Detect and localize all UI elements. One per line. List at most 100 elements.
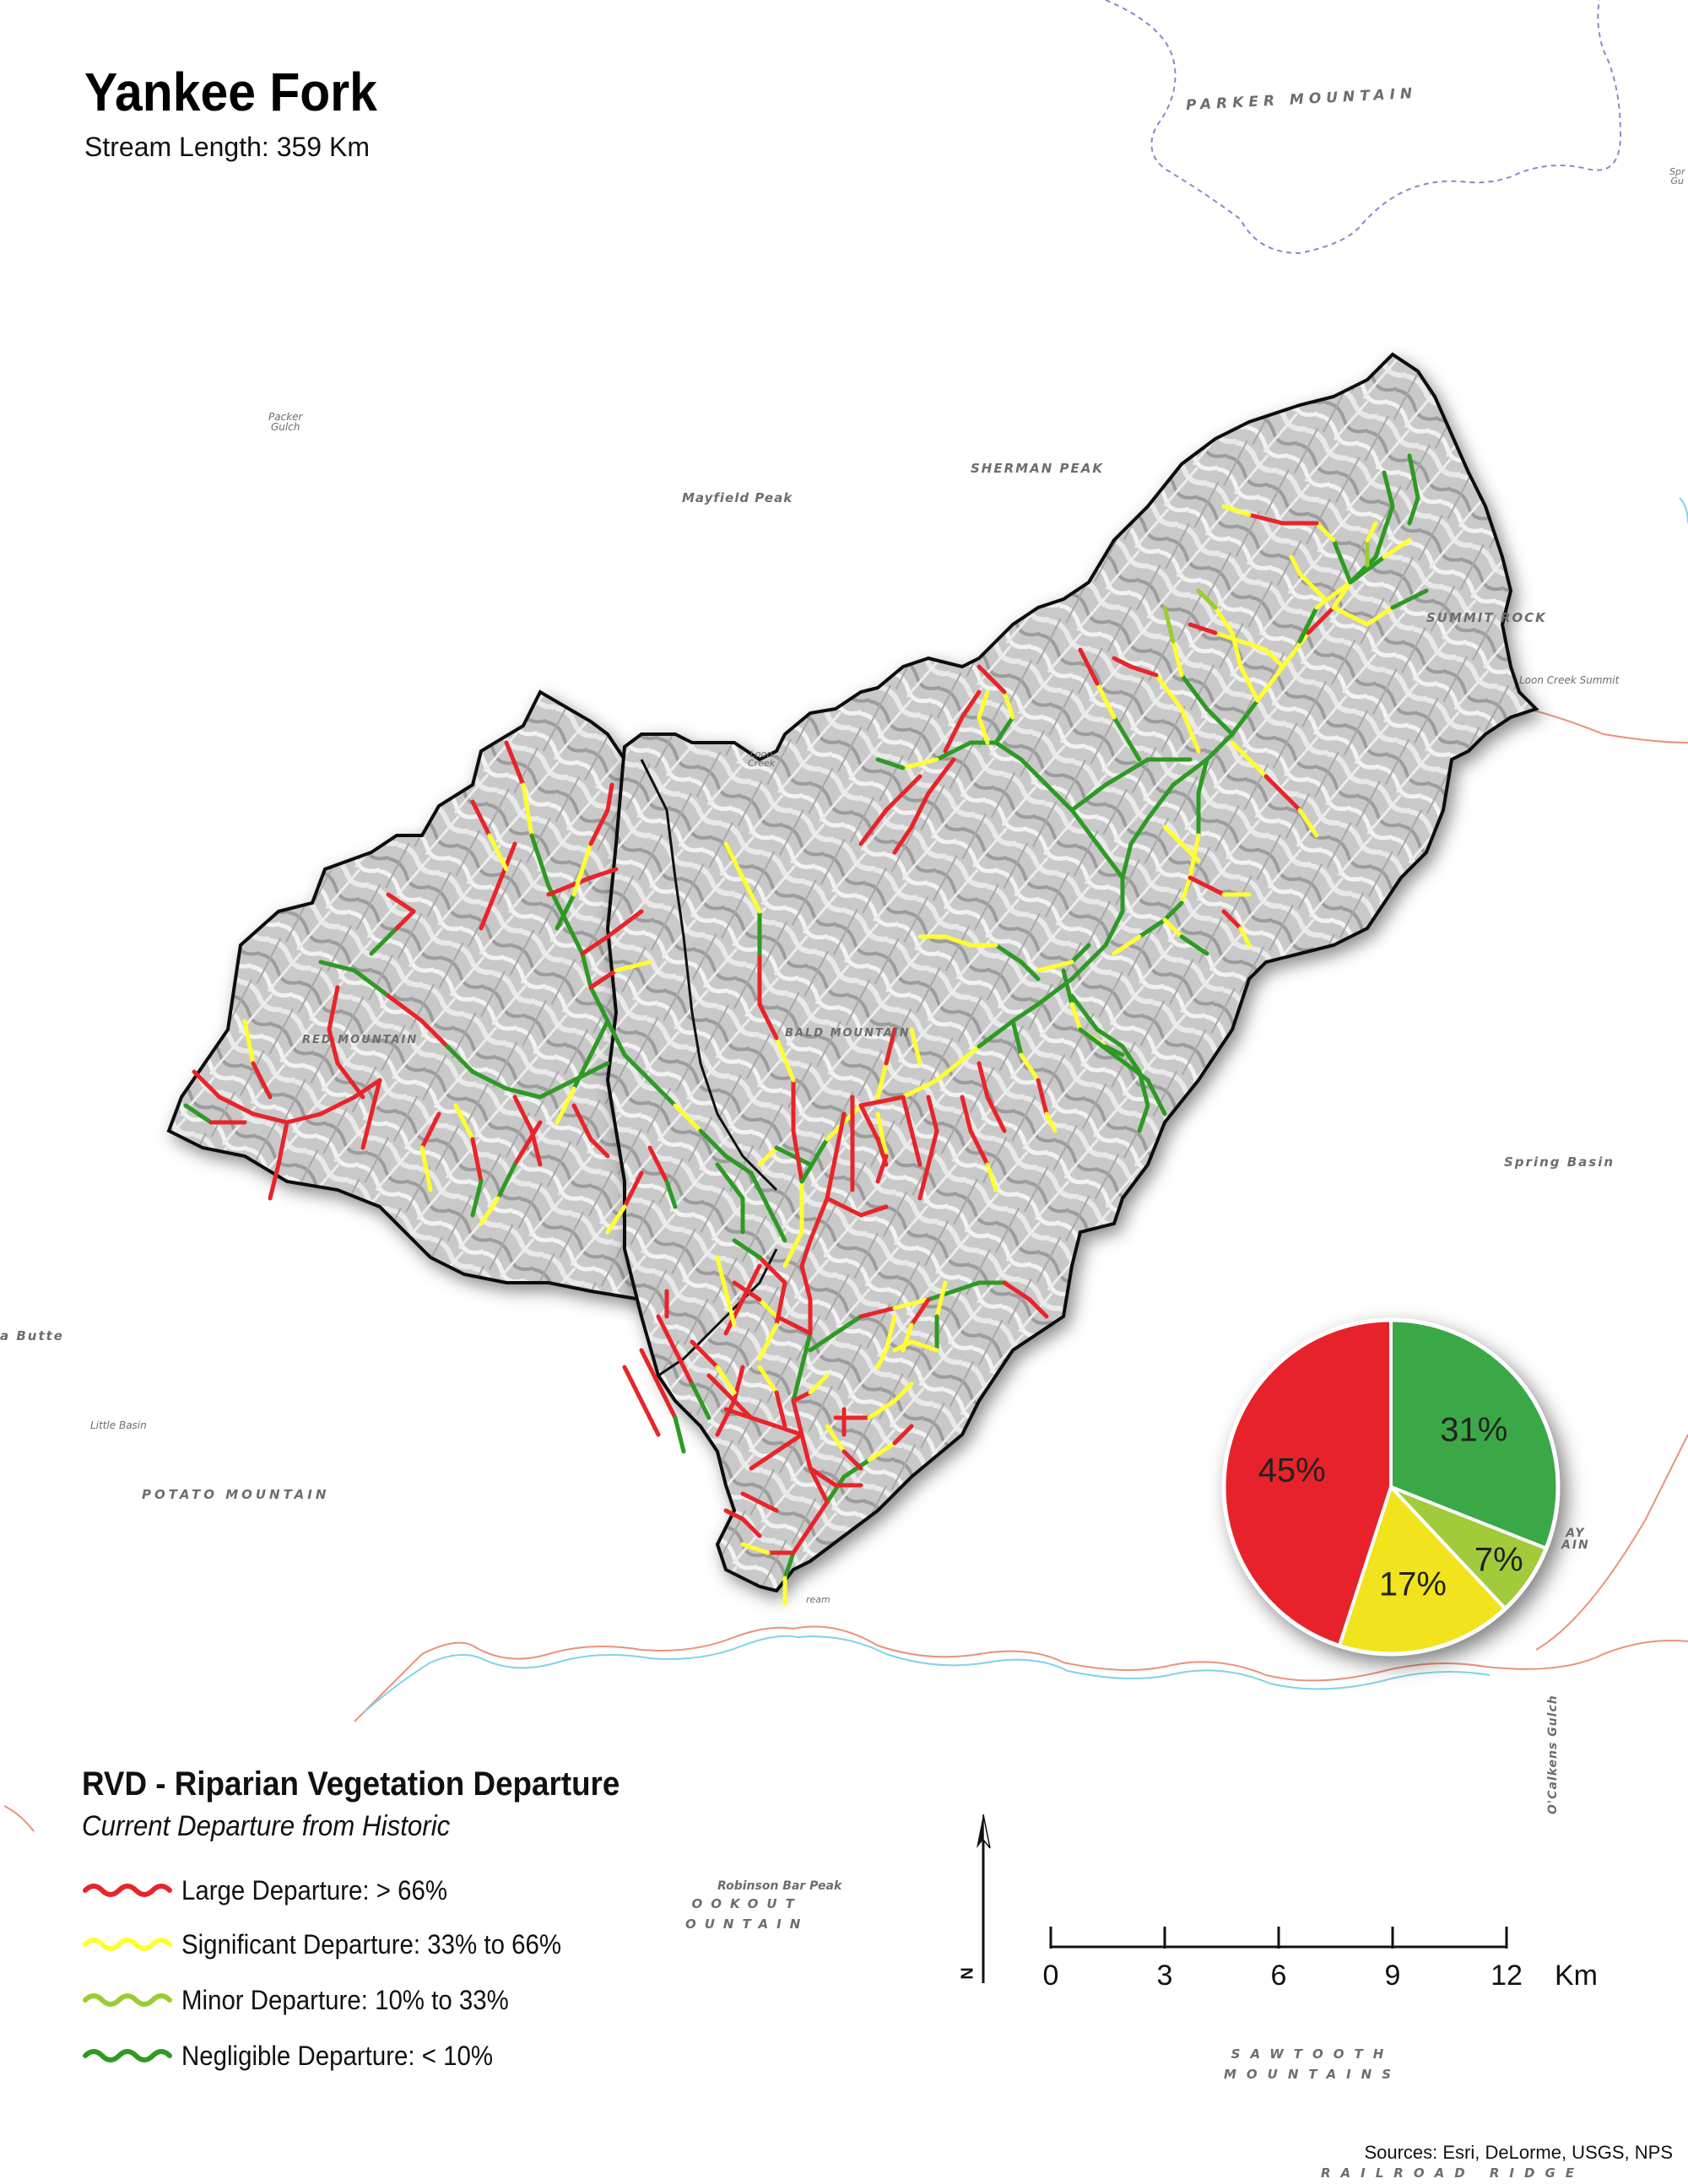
stream-segment [757,1255,787,1285]
stream-segment [1179,841,1201,863]
stream-segment [1196,588,1218,610]
stream-segment [740,1263,762,1302]
stream-segment [901,1095,914,1133]
stream-segment [470,1137,484,1184]
stream-segment [1196,757,1209,796]
stream-segment [1069,993,1100,1032]
stream-segment [529,833,551,889]
stream-segment [867,1441,897,1462]
label-summit-rock: SUMMIT ROCK [1426,610,1547,625]
stream-segment [673,1348,695,1387]
stream-segment [563,917,585,956]
stream-segment [808,1331,838,1353]
stream-segment [909,791,931,830]
stream-segment [1069,1002,1083,1032]
stream-segment [690,1381,711,1420]
stream-segment [1137,917,1167,939]
stream-segment [960,689,982,720]
stream-segment [1373,529,1387,560]
stream-segment [858,1306,897,1319]
stream-segment [504,740,526,787]
label-mayfield-peak: Mayfield Peak [682,490,793,505]
stream-segment [774,1280,787,1327]
stream-segment [833,1111,847,1159]
scale-bar [1049,1927,1508,1949]
stream-segment [1280,630,1311,669]
stream-segment [580,951,593,990]
stream-segment [1221,909,1243,931]
stream-segment [926,1128,939,1167]
stream-segment [774,1432,804,1454]
legend-subtitle: Current Departure from Historic [82,1810,451,1842]
stream-segment [1002,1280,1032,1302]
legend-item-negligible: Negligible Departure: < 10% [82,2039,520,2073]
stream-segment [1297,605,1319,644]
stream-segment [419,1111,441,1150]
stream-segment [1162,900,1184,922]
stream-segment [571,1052,593,1091]
north-arrow-icon [977,1814,991,1983]
stream-segment [892,1424,914,1446]
stream-segment [183,1103,214,1125]
stream-segment [605,782,614,813]
stream-segment [1019,960,1041,981]
stream-segment [369,926,399,956]
stream-segment [757,1297,779,1319]
stream-segment [479,884,500,931]
stream-segment [917,1162,931,1201]
label-butte: a Butte [0,1328,64,1343]
stream-segment [740,1516,762,1538]
stream-segment [1095,1027,1125,1049]
stream-segment [715,1255,728,1294]
stream-segment [1162,605,1176,644]
stream-segment [1137,1069,1150,1108]
stream-segment [875,1348,889,1370]
stream-segment [327,1027,340,1066]
legend-swatch-significant [83,1938,172,1951]
label-loon-creek: Loon Creek [748,749,776,769]
label-ay-edge: AY AIN [1561,1527,1590,1552]
stream-segment [656,1381,678,1420]
stream-segment [1179,706,1201,754]
stream-segment [360,1111,374,1150]
stream-segment [1019,1052,1041,1083]
stream-segment [1331,538,1353,585]
stream-segment [1297,571,1328,602]
stream-segment [647,1078,678,1108]
label-railroad-ridge: RAILROAD RIDGE [1321,2165,1585,2181]
stream-segment [479,1196,500,1226]
stream-segment [774,1390,787,1429]
admin-boundaries [1105,0,1622,255]
scale-tick-6: 6 [1270,1960,1287,1992]
stream-segment [858,1204,889,1218]
stream-segment [1407,453,1420,500]
stream-segment [386,993,425,1024]
stream-segment [909,1339,939,1353]
stream-segment [1230,740,1269,779]
stream-segment [808,1373,830,1395]
stream-segment [664,1179,678,1209]
stream-segment [605,1204,627,1235]
stream-segment [858,1095,906,1108]
stream-segment [875,1137,889,1167]
stream-segment [521,782,534,838]
scale-tick-9: 9 [1384,1960,1401,1992]
pie-slice-label: 31% [1440,1411,1508,1449]
stream-segment [1103,909,1125,948]
stream-segment [960,1095,973,1133]
stream-segment [757,1145,779,1167]
stream-segment [445,1044,475,1074]
stream-segment [1221,504,1252,517]
legend-swatch-large [83,1884,172,1897]
scale-unit: Km [1555,1960,1598,1992]
stream-segment [740,875,762,914]
stream-segment [1069,782,1108,813]
stream-segment [673,1103,703,1133]
stream-segment [934,1044,982,1083]
stream-segment [977,715,990,745]
stream-segment [723,841,745,880]
legend-swatch-negligible [83,2049,172,2062]
stream-segment [926,1095,939,1133]
